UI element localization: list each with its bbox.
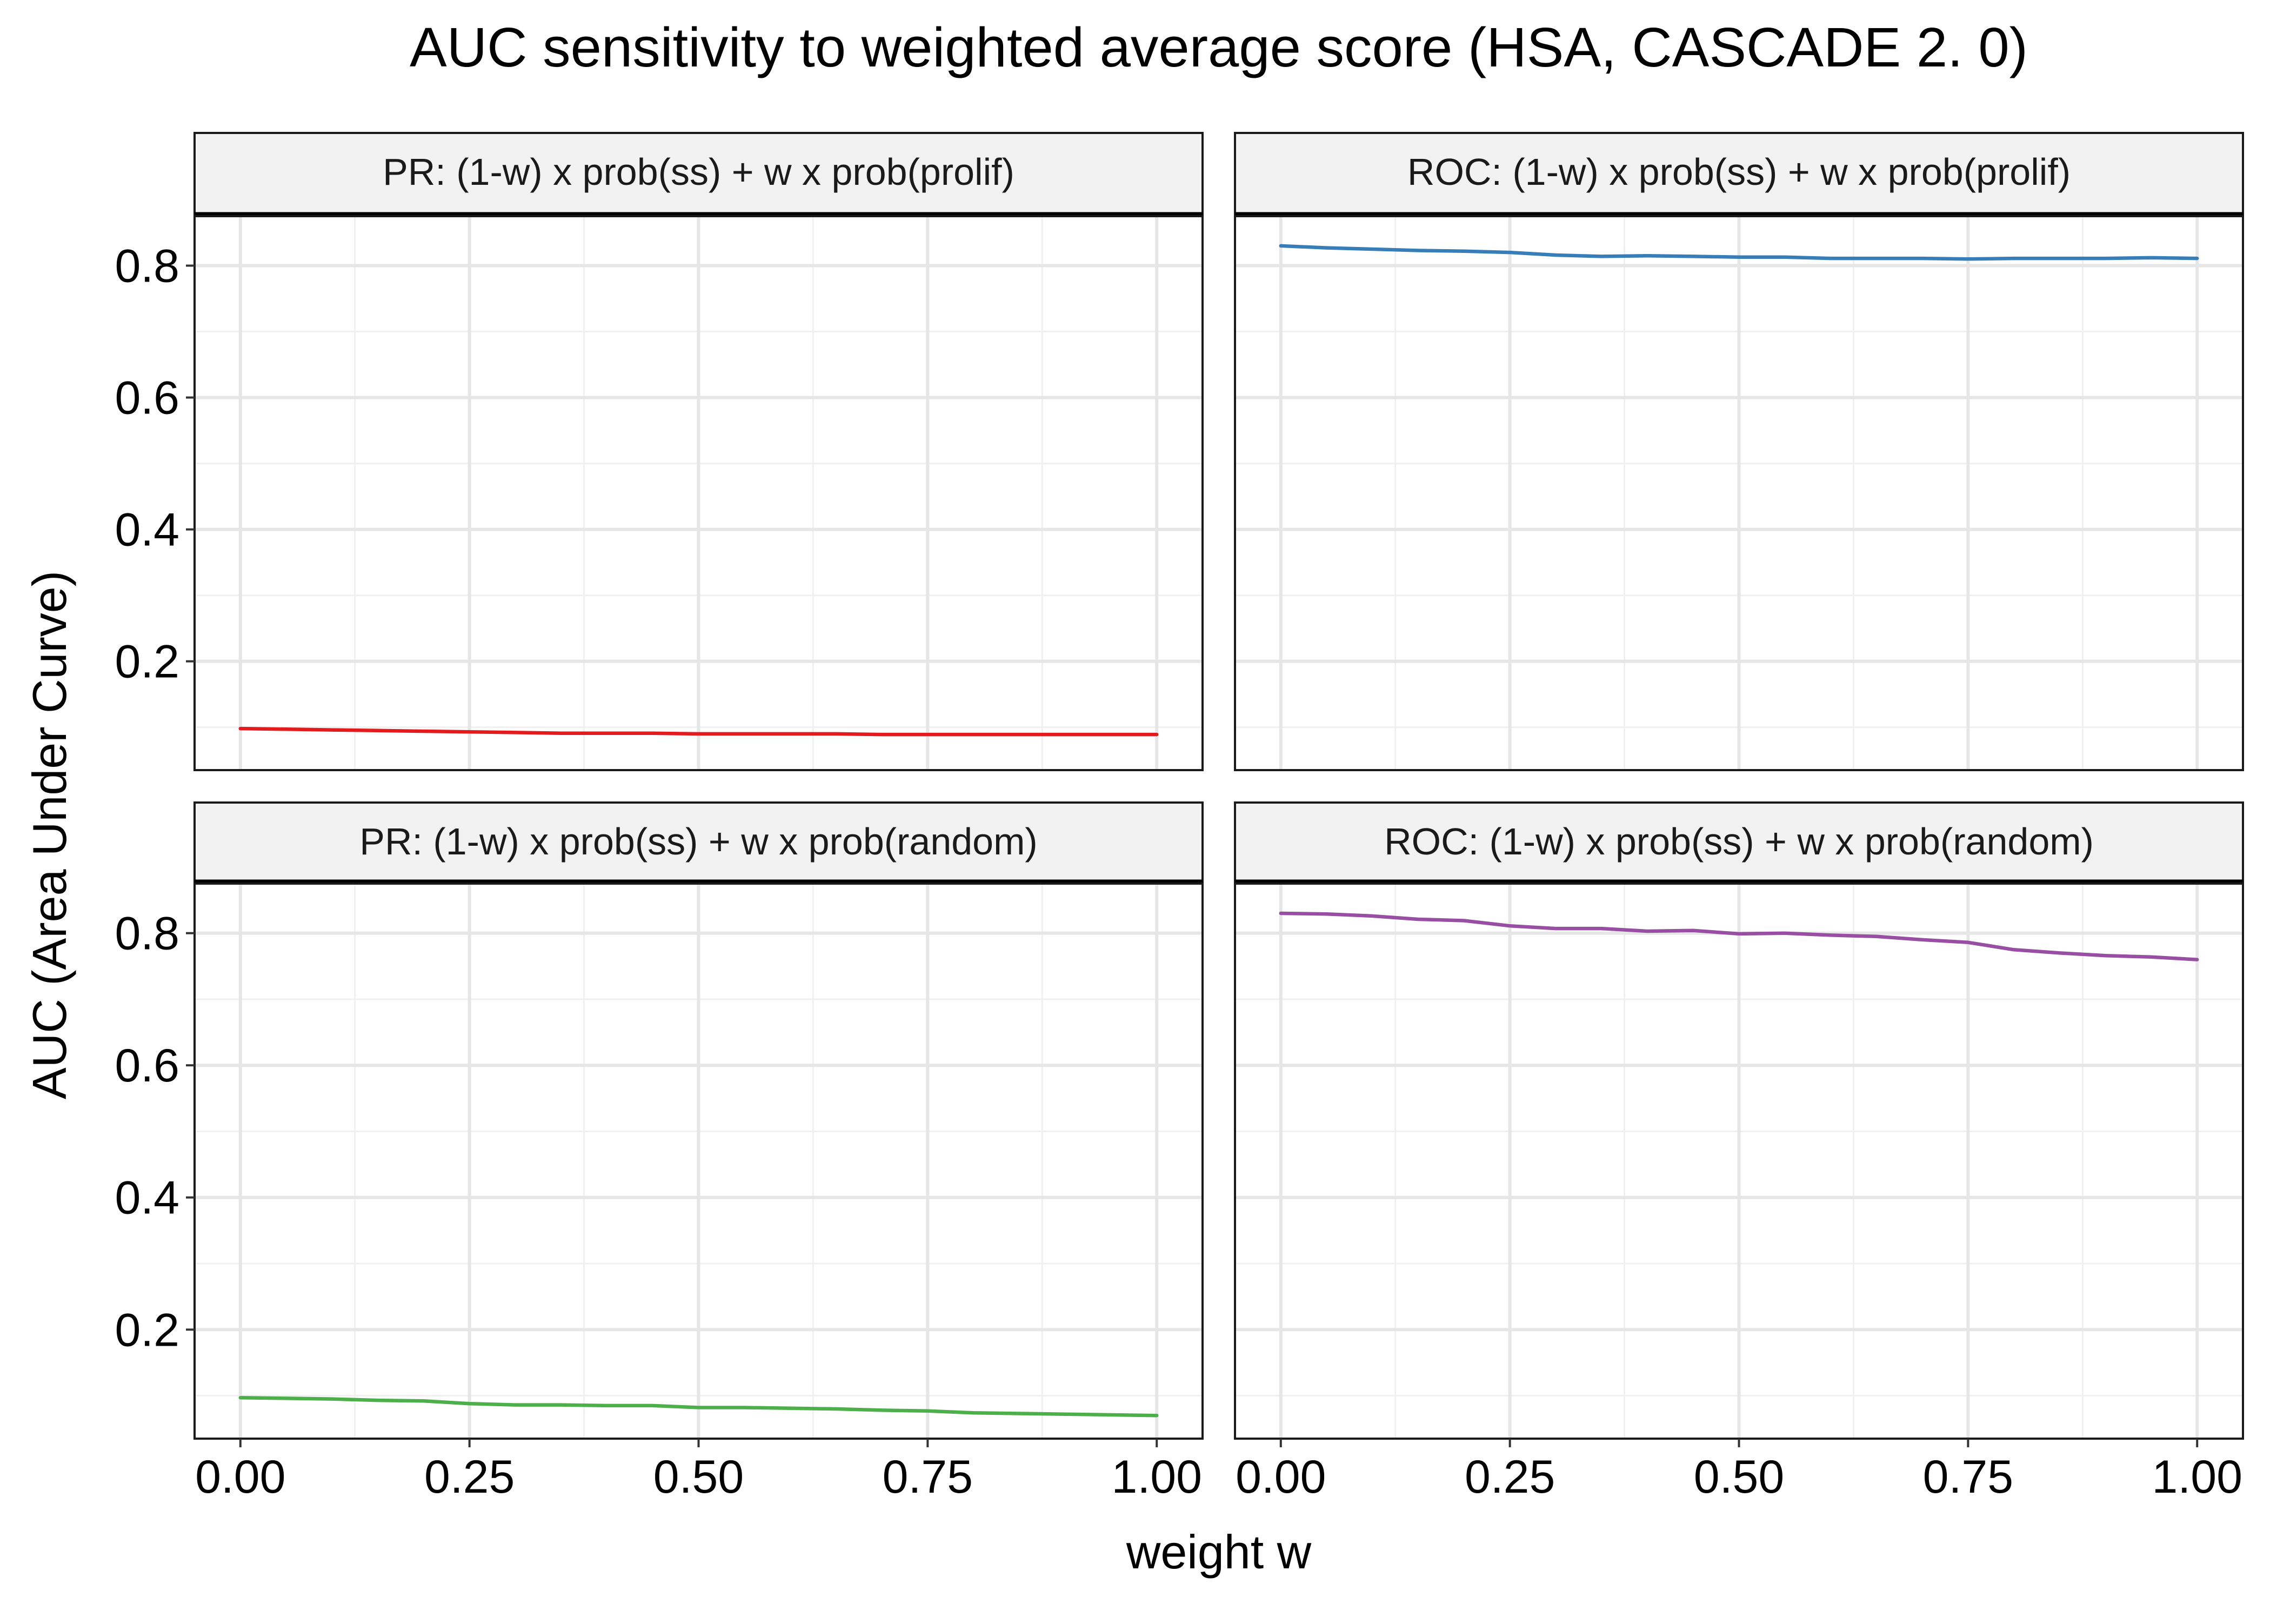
x-tick-label: 0.75 — [883, 1451, 973, 1503]
x-tick-label: 1.00 — [2152, 1451, 2242, 1503]
strip-label: ROC: (1-w) x prob(ss) + w x prob(prolif) — [1407, 151, 2071, 193]
y-tick-label: 0.8 — [115, 908, 179, 960]
panel-border — [193, 215, 1204, 771]
chart-title: AUC sensitivity to weighted average scor… — [410, 16, 2028, 78]
x-tick-label: 0.00 — [195, 1451, 285, 1503]
x-tick-label: 0.25 — [1465, 1451, 1555, 1503]
panel-border — [1234, 215, 2244, 771]
panel-3: PR: (1-w) x prob(ss) + w x prob(random) 0… — [115, 801, 1204, 1503]
series-line — [238, 726, 1159, 737]
strip-background — [193, 132, 1204, 217]
x-tick-label: 0.00 — [1236, 1451, 1326, 1503]
strip-background — [193, 801, 1204, 885]
x-tick-label: 0.25 — [424, 1451, 515, 1503]
x-tick-label: 1.00 — [1112, 1451, 1202, 1503]
strip-label: ROC: (1-w) x prob(ss) + w x prob(random) — [1384, 820, 2094, 863]
x-axis-label: weight w — [1126, 1525, 1312, 1579]
x-tick-label: 0.50 — [1694, 1451, 1784, 1503]
y-tick-label: 0.6 — [115, 1040, 179, 1092]
y-tick-label: 0.4 — [115, 1172, 179, 1224]
x-tick-label: 0.75 — [1923, 1451, 2013, 1503]
y-tick-label: 0.6 — [115, 372, 179, 424]
series-line — [1279, 244, 2199, 261]
strip-label: PR: (1-w) x prob(ss) + w x prob(prolif) — [383, 151, 1014, 193]
series-line — [1279, 911, 2199, 961]
series-line — [238, 1395, 1159, 1418]
strip-label: PR: (1-w) x prob(ss) + w x prob(random) — [359, 820, 1037, 863]
y-tick-label: 0.2 — [115, 1304, 179, 1356]
y-axis-label: AUC (Area Under Curve) — [23, 571, 76, 1099]
y-tick-label: 0.4 — [115, 504, 179, 556]
y-tick-label: 0.2 — [115, 636, 179, 688]
panel-2: ROC: (1-w) x prob(ss) + w x prob(prolif) — [1234, 132, 2244, 771]
x-tick-label: 0.50 — [653, 1451, 744, 1503]
panels-layer: PR: (1-w) x prob(ss) + w x prob(prolif) 0… — [115, 132, 2244, 1503]
panel-1: PR: (1-w) x prob(ss) + w x prob(prolif) 0… — [115, 132, 1204, 771]
y-tick-label: 0.8 — [115, 240, 179, 292]
panel-4: ROC: (1-w) x prob(ss) + w x prob(random)… — [1234, 801, 2244, 1503]
